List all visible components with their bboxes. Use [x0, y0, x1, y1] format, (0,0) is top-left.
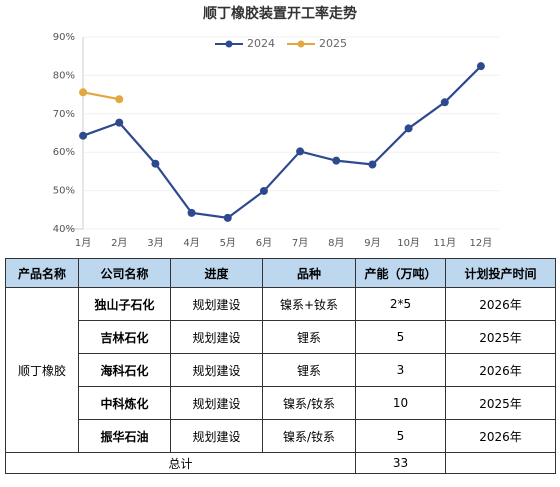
table-cell: 2025年	[445, 320, 556, 354]
table-cell: 10	[355, 386, 446, 420]
table-row: 吉林石化 规划建设 锂系 5 2025年	[6, 320, 556, 354]
data-point	[259, 186, 268, 195]
y-tick-label: 80%	[53, 70, 75, 81]
table-cell: 镍系/钕系	[262, 386, 356, 420]
header-cell: 产品名称	[5, 258, 79, 288]
table-cell: 独山子石化	[78, 287, 171, 321]
data-point	[223, 213, 232, 222]
table-cell: 中科炼化	[78, 386, 171, 420]
table-cell: 顺丁橡胶	[5, 287, 79, 453]
data-point	[440, 98, 449, 107]
total-row: 总计 33	[5, 452, 556, 474]
header-cell: 公司名称	[78, 258, 171, 288]
data-point	[476, 62, 485, 71]
y-tick-label: 50%	[53, 186, 75, 197]
table-cell: 吉林石化	[78, 320, 171, 354]
header-cell: 品种	[262, 258, 356, 288]
table-cell: 总计	[5, 452, 356, 474]
project-table: 产品名称 公司名称 进度 品种 产能（万吨） 计划投产时间 顺丁橡胶 独山子石化 规划建设 镍系…	[5, 258, 556, 474]
table-row: 顺丁橡胶 独山子石化 规划建设 镍系+钕系 2*5 2026年	[5, 287, 556, 453]
table-row: 海科石化 规划建设 锂系 3 2026年	[6, 353, 556, 387]
y-tick-label: 70%	[53, 109, 75, 120]
header-row: 产品名称 公司名称 进度 品种 产能（万吨） 计划投产时间	[5, 258, 556, 288]
x-tick-label: 12月	[470, 237, 493, 249]
x-tick-label: 6月	[256, 237, 272, 249]
header-cell: 进度	[170, 258, 263, 288]
table-cell: 规划建设	[170, 320, 263, 354]
data-point	[115, 118, 124, 127]
x-tick-label: 4月	[183, 237, 199, 249]
series-line	[82, 65, 482, 220]
table-cell: 规划建设	[170, 353, 263, 387]
data-point	[151, 159, 160, 168]
data-point	[187, 208, 196, 217]
x-tick-label: 10月	[397, 237, 420, 249]
table-cell: 规划建设	[170, 419, 263, 453]
table-cell: 规划建设	[170, 386, 263, 420]
table-cell: 2025年	[445, 386, 556, 420]
y-tick-label: 90%	[53, 32, 75, 43]
header-cell: 产能（万吨）	[355, 258, 446, 288]
x-tick-label: 8月	[328, 237, 344, 249]
chart: 顺丁橡胶装置开工率走势 40% 50% 60% 70% 80% 90% 1月 2月 3月 4月 5月…	[53, 5, 499, 249]
data-point	[332, 156, 341, 165]
table-cell: 5	[355, 419, 446, 453]
table-cell: 镍系+钕系	[262, 287, 356, 321]
header-cell: 计划投产时间	[445, 258, 556, 288]
legend-label: 2024	[247, 37, 275, 50]
x-tick-label: 7月	[292, 237, 308, 249]
table-cell: 3	[355, 353, 446, 387]
data-point	[404, 124, 413, 133]
x-tick-label: 2月	[111, 237, 127, 249]
data-point	[79, 131, 88, 140]
legend-label: 2025	[319, 37, 347, 50]
x-tick-label: 9月	[364, 237, 380, 249]
table-cell: 镍系/钕系	[262, 419, 356, 453]
table-cell	[445, 452, 556, 474]
y-tick-label: 40%	[53, 224, 75, 235]
table-cell: 锂系	[262, 353, 356, 387]
legend-marker	[297, 40, 305, 48]
x-tick-label: 1月	[75, 237, 91, 249]
table-cell: 振华石油	[78, 419, 171, 453]
table-cell: 海科石化	[78, 353, 171, 387]
y-tick-label: 60%	[53, 147, 75, 158]
table-row: 振华石油 规划建设 镍系/钕系 5 2026年	[6, 419, 556, 453]
data-point	[79, 88, 88, 97]
series-line	[82, 91, 120, 101]
chart-title: 顺丁橡胶装置开工率走势	[203, 5, 357, 22]
x-tick-label: 11月	[433, 237, 456, 249]
table-cell: 2026年	[445, 353, 556, 387]
table-cell: 33	[355, 452, 446, 474]
table-row: 中科炼化 规划建设 镍系/钕系 10 2025年	[6, 386, 556, 420]
table-cell: 锂系	[262, 320, 356, 354]
table-cell: 规划建设	[170, 287, 263, 321]
x-tick-label: 5月	[220, 237, 236, 249]
data-point	[368, 160, 377, 169]
table-cell: 2026年	[445, 419, 556, 453]
table-cell: 2*5	[355, 287, 446, 321]
x-tick-label: 3月	[147, 237, 163, 249]
data-point	[115, 95, 124, 104]
data-point	[296, 147, 305, 156]
table-cell: 5	[355, 320, 446, 354]
legend-marker	[225, 40, 233, 48]
table-cell: 2026年	[445, 287, 556, 321]
